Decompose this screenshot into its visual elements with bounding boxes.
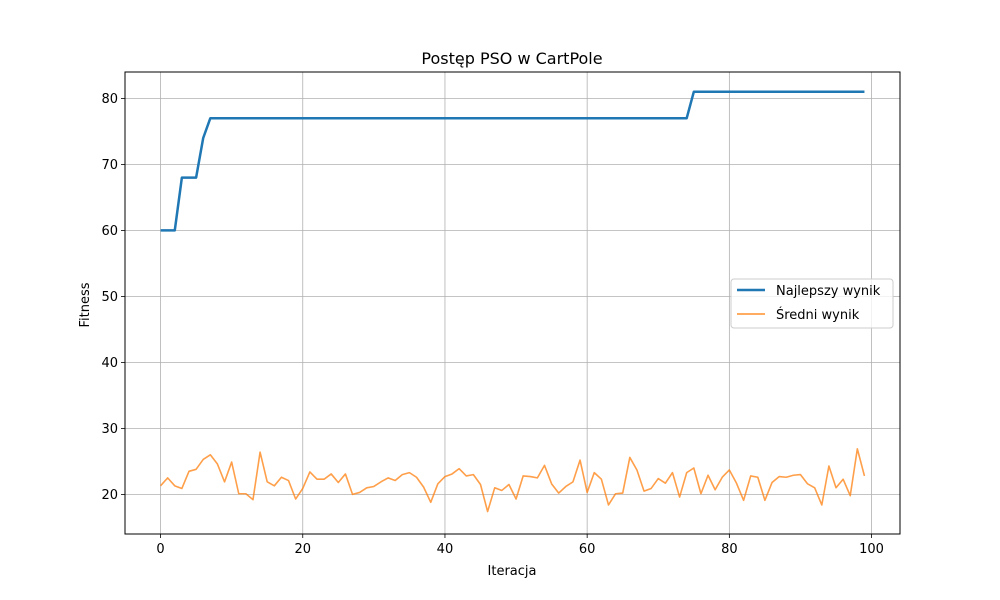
series-layer bbox=[159, 90, 866, 513]
x-tick-label: 0 bbox=[156, 542, 164, 557]
y-tick-label: 20 bbox=[101, 488, 118, 503]
y-axis-label: Fitness bbox=[78, 282, 93, 327]
y-tick-label: 60 bbox=[101, 224, 118, 239]
y-tick-label: 50 bbox=[101, 290, 118, 305]
y-tick-label: 40 bbox=[101, 356, 118, 371]
plot-frame bbox=[124, 71, 901, 535]
x-tick-label: 20 bbox=[294, 542, 311, 557]
legend-label-najlepszy: Najlepszy wynik bbox=[776, 284, 881, 299]
y-tick-label: 30 bbox=[101, 422, 118, 437]
x-axis-label: Iteracja bbox=[488, 564, 537, 579]
chart-title: Postęp PSO w CartPole bbox=[421, 49, 602, 68]
legend-label-sredni: Średni wynik bbox=[776, 307, 860, 323]
series-line-sredni bbox=[159, 448, 866, 513]
y-tick-label: 70 bbox=[101, 158, 118, 173]
x-tick-label: 60 bbox=[579, 542, 596, 557]
x-tick-label: 80 bbox=[721, 542, 738, 557]
legend-frame bbox=[730, 278, 894, 329]
y-axis-ticks: 20 30 40 50 60 70 80 bbox=[101, 92, 125, 503]
series-line-najlepszy bbox=[160, 90, 865, 232]
x-axis-ticks: 0 20 40 60 80 100 bbox=[156, 534, 884, 557]
y-tick-label: 80 bbox=[101, 92, 118, 107]
x-tick-label: 40 bbox=[437, 542, 454, 557]
x-tick-label: 100 bbox=[859, 542, 884, 557]
legend: Najlepszy wynik Średni wynik bbox=[730, 278, 894, 329]
